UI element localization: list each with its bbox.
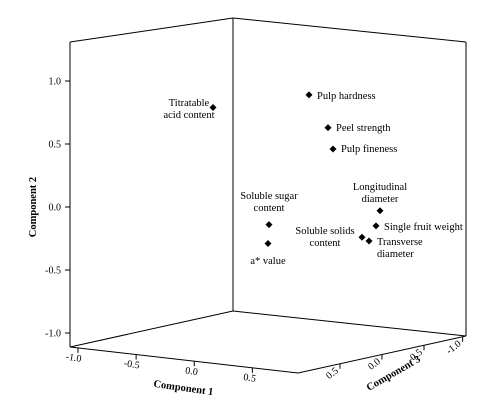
data-points: [209, 91, 384, 248]
frame-edge-1: [232, 17, 467, 43]
data-point-label: Single fruit weight: [384, 222, 463, 233]
data-point-label: Soluble solids: [295, 226, 354, 237]
frame-edge-0: [69, 17, 234, 43]
component-1-tick-label: -0.5: [123, 358, 140, 371]
data-point-label: Transverse: [377, 237, 423, 248]
component-2-tick-label: 0.0: [49, 203, 62, 214]
component-1-tick-label: -1.0: [65, 352, 82, 365]
data-point-label: Soluble sugar: [240, 191, 298, 202]
component-3-tick-label: 0.5: [324, 365, 341, 381]
data-point-marker: [329, 145, 337, 153]
component-1-axis: -1.0 -0.5 0.0 0.5: [65, 347, 257, 385]
component-2-axis-title: Component 2: [28, 177, 39, 237]
data-point-marker: [365, 237, 373, 245]
data-point-marker: [305, 91, 313, 99]
data-point-label: content: [254, 203, 285, 214]
frame-edge-6: [232, 310, 467, 337]
data-point-label: Pulp hardness: [317, 91, 376, 102]
data-point-label: a* value: [250, 256, 286, 267]
data-point-marker: [265, 221, 273, 229]
component-1-tick-label: 0.5: [243, 372, 257, 385]
component-2-tick-label: 1.0: [49, 77, 62, 88]
data-point-label: content: [310, 238, 341, 249]
frame-edge-7: [69, 346, 299, 374]
component-2-tick-label: 0.5: [49, 140, 62, 151]
component-3-tick-label: 0.0: [366, 356, 383, 372]
data-point-label: diameter: [362, 194, 399, 205]
data-point-marker: [264, 240, 272, 248]
data-point-label: Titratable: [169, 98, 210, 109]
data-point-marker: [376, 207, 384, 215]
data-point-label: Pulp fineness: [341, 144, 397, 155]
data-point-label: acid content: [163, 110, 214, 121]
component-1-axis-title: Component 1: [153, 379, 214, 398]
frame-edge-5: [69, 310, 234, 348]
data-point-label: Longitudinal: [353, 182, 407, 193]
component-1-tick-label: 0.0: [184, 365, 198, 378]
data-point-label: Peel strength: [336, 123, 391, 134]
component-2-tick-label: -0.5: [45, 266, 61, 277]
data-point-marker: [209, 103, 217, 111]
component-2-axis: 1.0 0.5 0.0 -0.5 -1.0: [45, 77, 70, 340]
data-point-marker: [324, 124, 332, 132]
data-point-label: diameter: [377, 249, 414, 260]
component-3-tick-label: -1.0: [444, 338, 463, 356]
data-point-marker: [358, 233, 366, 241]
component-2-tick-label: -1.0: [45, 329, 61, 340]
data-point-marker: [372, 222, 380, 230]
